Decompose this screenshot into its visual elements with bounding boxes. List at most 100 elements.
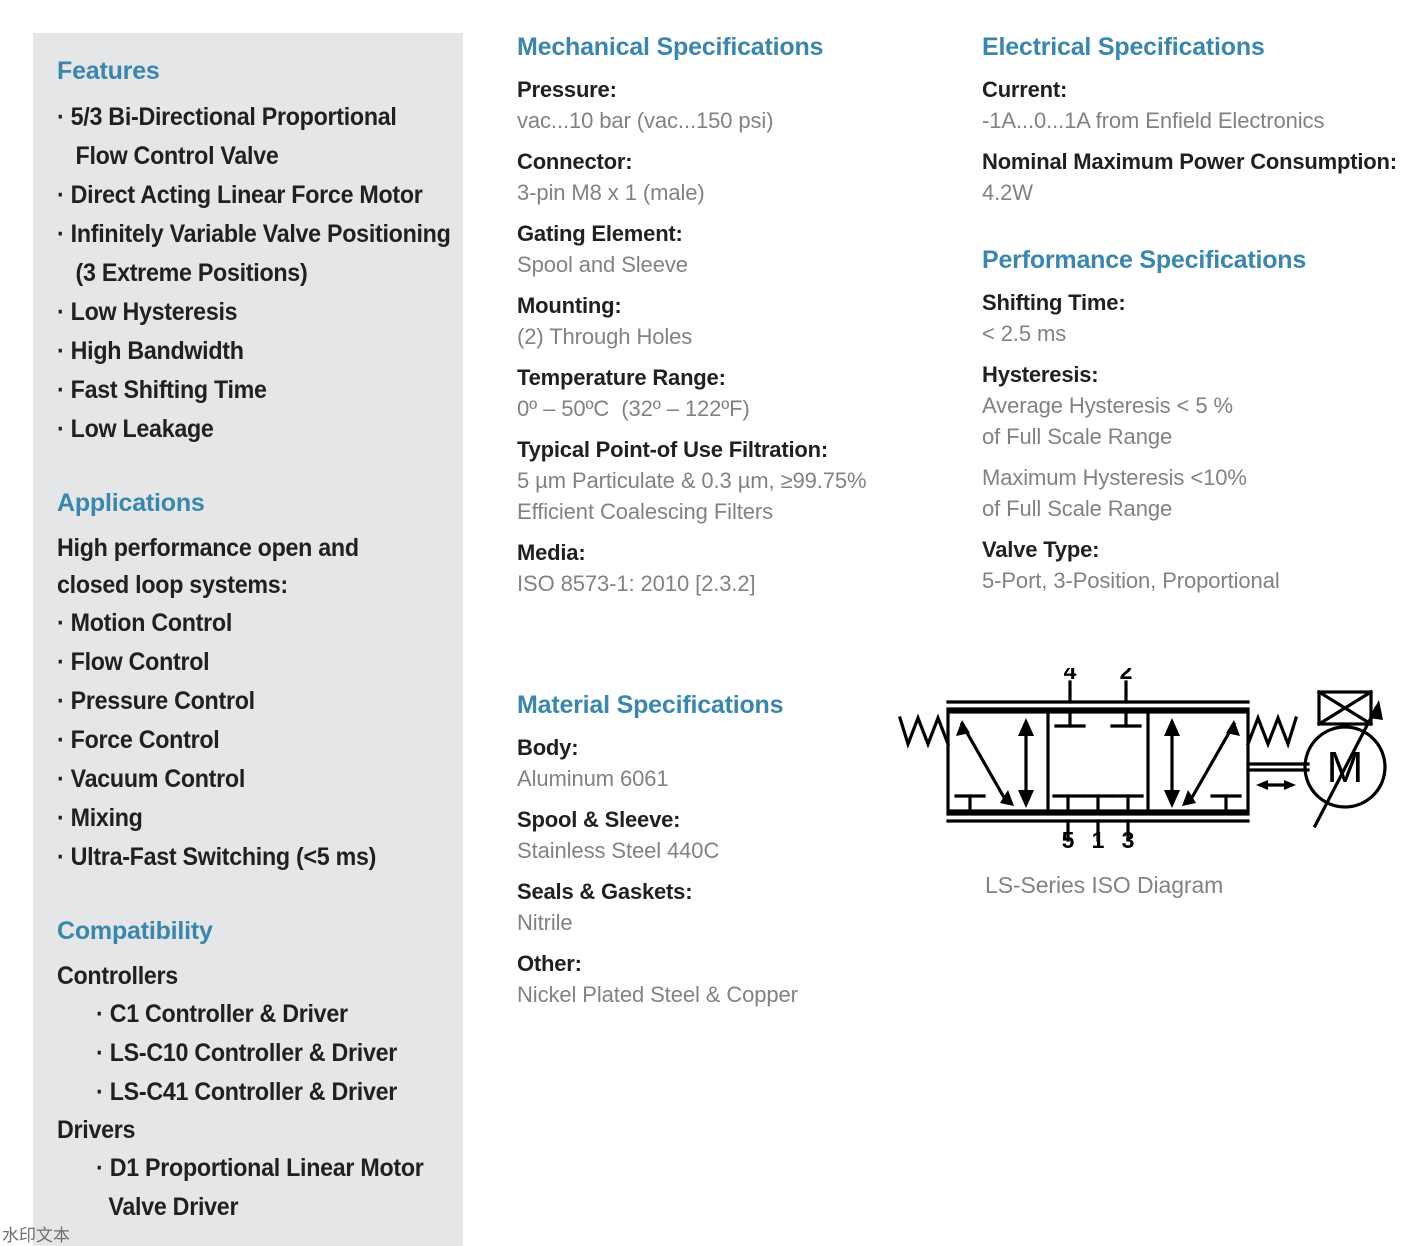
list-item: · D1 Proportional Linear Motor [96, 1154, 424, 1182]
compatibility-heading: Compatibility [57, 917, 213, 945]
solenoid-box-icon [1317, 690, 1373, 726]
applications-intro-line: closed loop systems: [57, 571, 288, 599]
spec-value: -1A...0...1A from Enfield Electronics [982, 108, 1325, 133]
mechanical-material-column: Mechanical Specifications Pressure: vac.… [517, 33, 947, 1010]
list-item: · Flow Control [57, 648, 210, 676]
diagram-caption: LS-Series ISO Diagram [985, 872, 1224, 898]
flow-arrow-diagonal [1187, 721, 1237, 804]
material-spec-list: Body: Aluminum 6061 Spool & Sleeve: Stai… [517, 732, 947, 1010]
spec-key: Spool & Sleeve: [517, 807, 681, 832]
arrowhead [1164, 718, 1180, 736]
spacer [517, 599, 947, 691]
list-item: · Motion Control [57, 609, 233, 637]
list-item: · LS-C10 Controller & Driver [96, 1039, 398, 1067]
electrical-spec-list: Current: -1A...0...1A from Enfield Elect… [982, 74, 1402, 208]
arrowhead [1256, 780, 1268, 790]
spec-value: (2) Through Holes [517, 324, 693, 349]
arrowhead [1226, 720, 1240, 736]
list-item: · Pressure Control [57, 687, 255, 715]
motor-label: M [1327, 743, 1364, 792]
compatibility-list: Controllers · C1 Controller & Driver · L… [57, 958, 441, 1227]
spacer [57, 449, 441, 489]
solenoid-box-cross [1316, 689, 1374, 727]
list-item: · Vacuum Control [57, 765, 246, 793]
spec-value: 5-Port, 3-Position, Proportional [982, 568, 1280, 593]
drivers-label: Drivers [57, 1116, 136, 1144]
spec-value: Spool and Sleeve [517, 252, 688, 277]
arrowhead [1018, 790, 1034, 808]
list-item: · C1 Controller & Driver [96, 1000, 348, 1028]
spec-value: 5 µm Particulate & 0.3 µm, ≥99.75% [517, 468, 867, 493]
spec-key: Current: [982, 77, 1068, 102]
spec-key: Typical Point-of Use Filtration: [517, 437, 828, 462]
list-item: · Low Leakage [57, 415, 214, 443]
applications-intro-line: High performance open and [57, 534, 359, 562]
spring-right-icon [1245, 713, 1298, 749]
arrowhead [956, 720, 970, 736]
spec-value: Aluminum 6061 [517, 766, 669, 791]
list-item: · LS-C41 Controller & Driver [96, 1078, 398, 1106]
spec-key: Media: [517, 540, 586, 565]
list-item: · Fast Shifting Time [57, 376, 267, 404]
spec-key: Body: [517, 735, 579, 760]
applications-heading: Applications [57, 489, 205, 517]
spec-value: < 2.5 ms [982, 321, 1067, 346]
applications-list: High performance open and closed loop sy… [57, 530, 441, 877]
list-item: · High Bandwidth [57, 337, 244, 365]
arrowhead [1369, 700, 1383, 720]
spec-key: Connector: [517, 149, 633, 174]
spec-value: of Full Scale Range [982, 424, 1173, 449]
port-label-3: 3 [1122, 827, 1135, 848]
port-label-2: 2 [1120, 668, 1133, 684]
iso-diagram-svg: M 4 2 5 1 3 [898, 658, 1387, 853]
material-heading: Material Specifications [517, 691, 784, 719]
list-item: Flow Control Valve [57, 142, 279, 170]
mechanical-spec-list: Pressure: vac...10 bar (vac...150 psi) C… [517, 74, 947, 599]
spec-key: Mounting: [517, 293, 622, 318]
arrowhead [1164, 790, 1180, 808]
electrical-heading: Electrical Specifications [982, 33, 1265, 61]
spec-value: Nitrile [517, 910, 573, 935]
spec-value: Maximum Hysteresis <10% [982, 465, 1247, 490]
spec-key: Seals & Gaskets: [517, 879, 693, 904]
controllers-label: Controllers [57, 962, 178, 990]
list-item: · Direct Acting Linear Force Motor [57, 181, 423, 209]
spring-left-icon [898, 713, 951, 749]
port-label-4: 4 [1064, 668, 1077, 684]
spec-value: ISO 8573-1: 2010 [2.3.2] [517, 571, 756, 596]
spec-value: Nickel Plated Steel & Copper [517, 982, 798, 1007]
spec-key: Shifting Time: [982, 290, 1126, 315]
port-label-1: 1 [1092, 827, 1105, 848]
spec-key: Temperature Range: [517, 365, 726, 390]
electrical-performance-column: Electrical Specifications Current: -1A..… [982, 33, 1402, 596]
arrowhead [1284, 780, 1296, 790]
spec-value: vac...10 bar (vac...150 psi) [517, 108, 774, 133]
spacer [57, 877, 441, 917]
spec-value: 0º – 50ºC (32º – 122ºF) [517, 396, 750, 421]
spec-value: 3-pin M8 x 1 (male) [517, 180, 705, 205]
spec-key: Pressure: [517, 77, 617, 102]
list-item: · Ultra-Fast Switching (<5 ms) [57, 843, 377, 871]
motor-circle-icon [1303, 725, 1387, 809]
watermark-text: 水印文本 [2, 1226, 70, 1246]
spec-key: Gating Element: [517, 221, 683, 246]
flow-arrow-diagonal [959, 721, 1009, 804]
spec-key: Other: [517, 951, 582, 976]
spec-key: Nominal Maximum Power Consumption: [982, 149, 1397, 174]
list-item: · 5/3 Bi-Directional Proportional [57, 103, 397, 131]
spec-key: Valve Type: [982, 537, 1100, 562]
arrowhead [1182, 790, 1196, 806]
variable-arrow [1312, 705, 1379, 829]
list-item: Valve Driver [96, 1193, 239, 1221]
list-item: · Force Control [57, 726, 220, 754]
performance-heading: Performance Specifications [982, 246, 1307, 274]
arrowhead [1018, 718, 1034, 736]
sidebar-panel: Features · 5/3 Bi-Directional Proportion… [33, 33, 463, 1246]
spec-value: 4.2W [982, 180, 1033, 205]
features-list: · 5/3 Bi-Directional Proportional Flow C… [57, 98, 451, 449]
performance-spec-list: Shifting Time: < 2.5 ms Hysteresis: Aver… [982, 287, 1402, 596]
features-heading: Features [57, 57, 160, 85]
spec-key: Hysteresis: [982, 362, 1099, 387]
port-label-5: 5 [1062, 827, 1075, 848]
spec-value: of Full Scale Range [982, 496, 1173, 521]
